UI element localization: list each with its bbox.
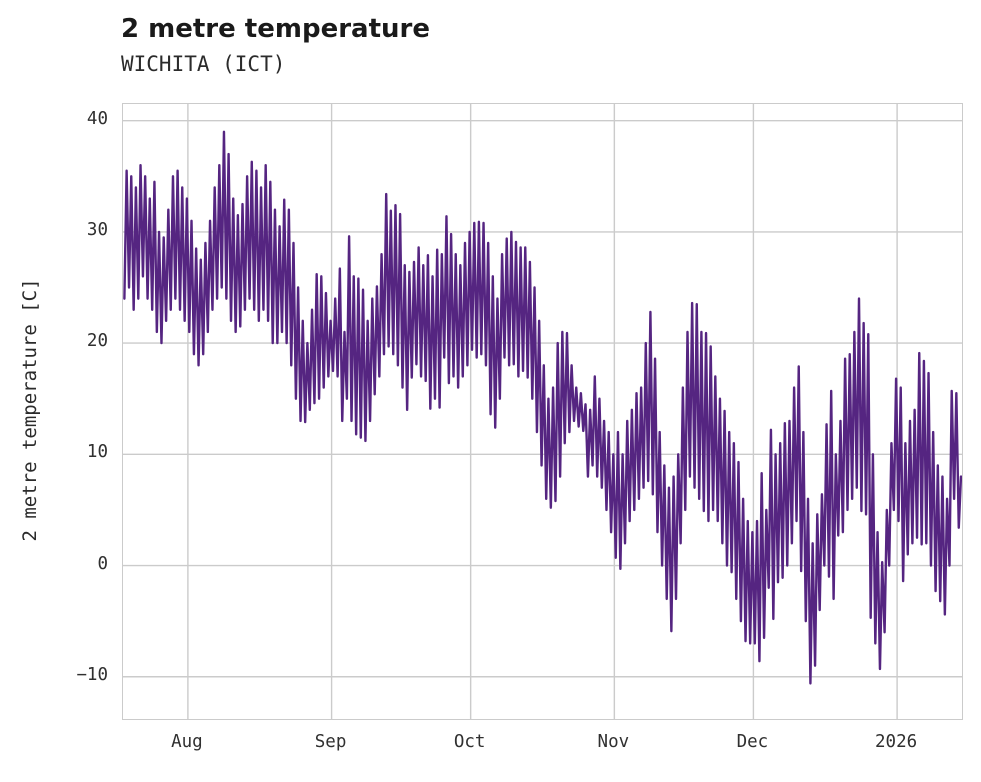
x-tick-label: 2026: [875, 732, 918, 752]
x-tick-label: Dec: [736, 732, 769, 752]
y-tick-label: 10: [86, 442, 108, 463]
y-tick-label: 40: [86, 108, 108, 129]
x-tick-label: Aug: [171, 732, 203, 752]
plot-area: [122, 103, 963, 720]
y-axis-label: 2 metre temperature [C]: [19, 278, 41, 542]
chart-subtitle: WICHITA (ICT): [121, 52, 286, 76]
y-tick-label: 20: [86, 331, 108, 352]
x-tick-label: Nov: [597, 732, 630, 752]
x-tick-label: Sep: [314, 732, 347, 752]
x-tick-label: Oct: [453, 732, 486, 752]
temperature-line: [123, 130, 962, 685]
y-tick-label: 0: [97, 553, 108, 574]
y-tick-label: −10: [76, 664, 108, 685]
y-tick-label: 30: [86, 219, 108, 240]
plot-svg: [123, 104, 962, 719]
chart-title: 2 metre temperature: [121, 14, 430, 44]
